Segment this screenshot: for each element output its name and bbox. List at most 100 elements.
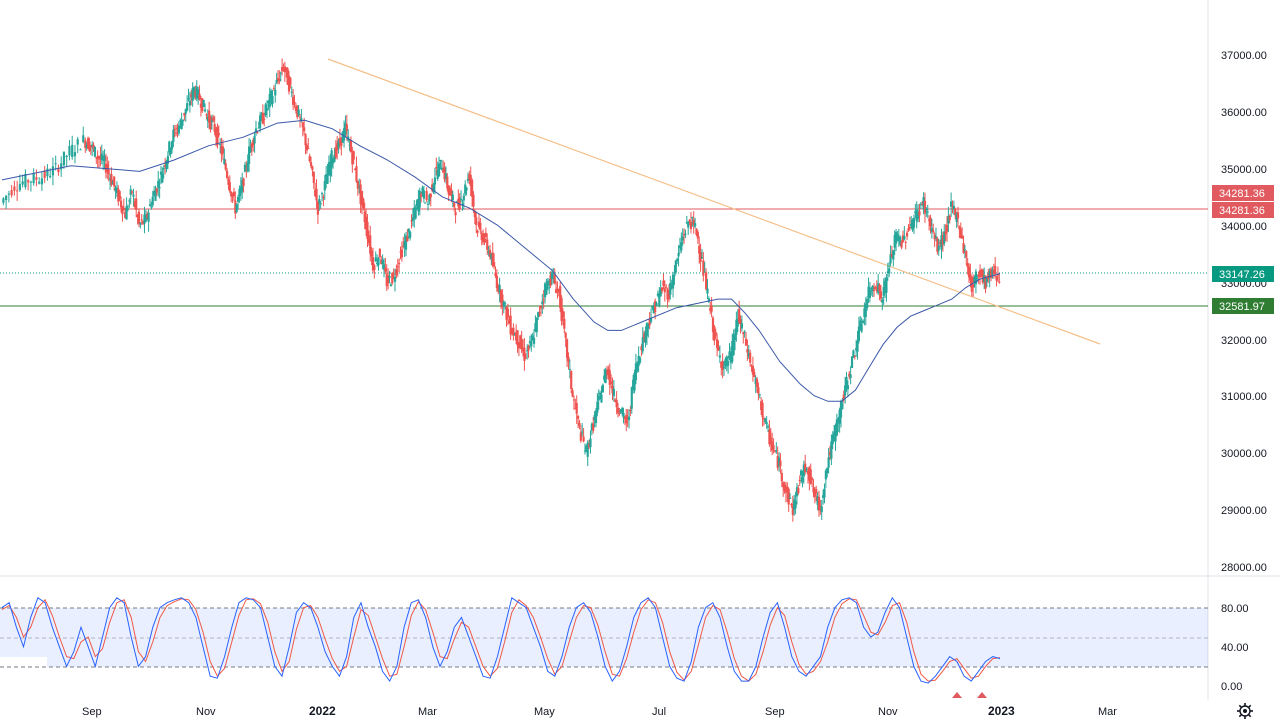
candle-body (939, 242, 942, 244)
candle-body (941, 235, 944, 245)
candle-body (710, 306, 713, 312)
candle-body (571, 390, 574, 397)
candle-body (579, 432, 582, 441)
candle-body (304, 134, 307, 146)
candle-body (603, 375, 606, 380)
candle-body (799, 470, 803, 476)
candle-body (966, 263, 969, 268)
price-tick: 31000.00 (1221, 391, 1267, 403)
current-price-text: 33147.26 (1219, 269, 1265, 281)
candle-body (782, 482, 785, 488)
candle-body (84, 140, 87, 148)
candle-body (660, 287, 664, 291)
candle-body (337, 140, 340, 148)
candle-body (102, 158, 105, 161)
candle-body (202, 99, 205, 107)
candle-body (605, 372, 609, 374)
candle-body (381, 259, 384, 265)
candle-body (253, 136, 256, 144)
candle-body (893, 234, 896, 248)
candle-body (311, 166, 314, 171)
candle-body (305, 145, 309, 151)
resistance-label[interactable]: 34281.36 (1212, 202, 1274, 218)
candle-body (776, 456, 779, 468)
candle-body (706, 288, 709, 294)
candle-body (287, 75, 291, 92)
candle-body (988, 271, 991, 278)
candle-body (786, 486, 789, 493)
candle-body (391, 273, 394, 284)
candle-body (933, 234, 936, 240)
candle-body (396, 266, 399, 268)
candle-body (743, 331, 746, 333)
candle-body (958, 226, 961, 230)
current-price-badge[interactable]: 33147.26 (1212, 266, 1274, 282)
candle-body (473, 211, 476, 218)
candle-body (201, 98, 204, 112)
candle-body (183, 113, 186, 116)
candle-body (181, 119, 185, 122)
candle-body (475, 217, 478, 226)
candle-body (106, 164, 109, 172)
candle-body (29, 181, 33, 183)
trend-line[interactable] (327, 58, 1101, 345)
candle-body (263, 118, 266, 120)
candle-body (440, 167, 443, 170)
candle-body (118, 191, 121, 200)
candle-body (470, 179, 474, 197)
candle-body (468, 174, 471, 180)
candle-body (472, 194, 475, 207)
candle-body (557, 288, 560, 293)
candle-body (936, 238, 939, 252)
candle-body (926, 211, 929, 213)
candle-body (698, 245, 701, 254)
candle-body (484, 232, 487, 238)
candle-body (170, 141, 174, 150)
candle-body (195, 86, 198, 99)
candle-body (177, 125, 180, 134)
resistance-badge[interactable]: 34281.36 (1212, 185, 1274, 201)
candle-body (693, 223, 697, 227)
support-badge[interactable]: 32581.97 (1212, 298, 1274, 314)
candle-body (235, 204, 238, 213)
candle-body (766, 426, 770, 428)
candle-body (387, 275, 390, 284)
candle-body (151, 196, 154, 206)
candle-body (330, 150, 333, 168)
candle-body (371, 257, 375, 271)
candle-body (916, 213, 920, 219)
candle-body (220, 146, 223, 155)
candle-body (797, 487, 800, 494)
candle-body (314, 189, 317, 196)
candle-body (702, 260, 705, 276)
candle-body (764, 418, 767, 423)
candle-body (611, 385, 614, 394)
candle-body (755, 379, 759, 388)
candle-body (616, 407, 620, 413)
candle-body (563, 318, 566, 329)
candle-body (18, 184, 21, 191)
candle-body (978, 270, 982, 278)
candle-body (355, 166, 358, 182)
candle-body (779, 460, 782, 467)
candle-body (572, 399, 576, 401)
settings-gear-icon[interactable] (1237, 703, 1253, 719)
candle-body (272, 88, 275, 90)
candle-body (907, 228, 910, 230)
candle-body (247, 146, 251, 164)
candle-body (380, 259, 383, 264)
candle-body (623, 417, 626, 419)
candle-body (777, 457, 781, 467)
candle-body (76, 139, 79, 145)
candle-body (963, 249, 966, 251)
time-tick: Sep (82, 706, 102, 718)
candle-body (260, 114, 263, 120)
candle-body (663, 288, 666, 293)
candle-body (801, 477, 804, 482)
candle-body (621, 408, 624, 413)
candle-body (79, 149, 82, 151)
candle-body (73, 152, 77, 157)
candle-body (527, 345, 530, 351)
candle-body (720, 361, 723, 368)
